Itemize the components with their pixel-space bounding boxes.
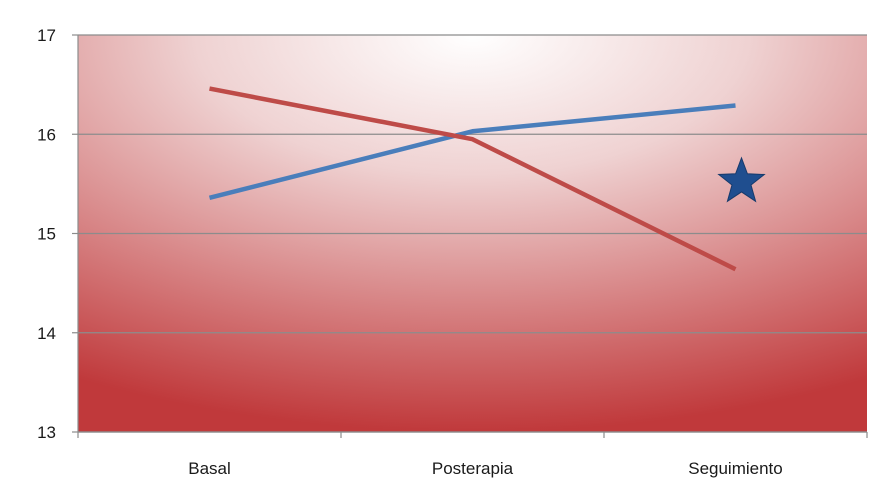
star-marker [717, 156, 766, 203]
y-tick-label: 16 [37, 125, 56, 144]
series-line-1 [208, 103, 736, 200]
annotations [717, 156, 766, 203]
x-tick-label: Seguimiento [688, 459, 783, 478]
x-tick-label: Basal [188, 459, 231, 478]
x-tick-label: Posterapia [432, 459, 514, 478]
y-tick-label: 17 [37, 26, 56, 45]
y-tick-label: 15 [37, 225, 56, 244]
series-line-2 [209, 86, 737, 272]
series [208, 86, 737, 272]
axes: 13 14 15 16 17 Basal Posterapia Seguimiento [37, 26, 868, 478]
y-tick-label: 13 [37, 423, 56, 442]
y-tick-label: 14 [37, 324, 56, 343]
